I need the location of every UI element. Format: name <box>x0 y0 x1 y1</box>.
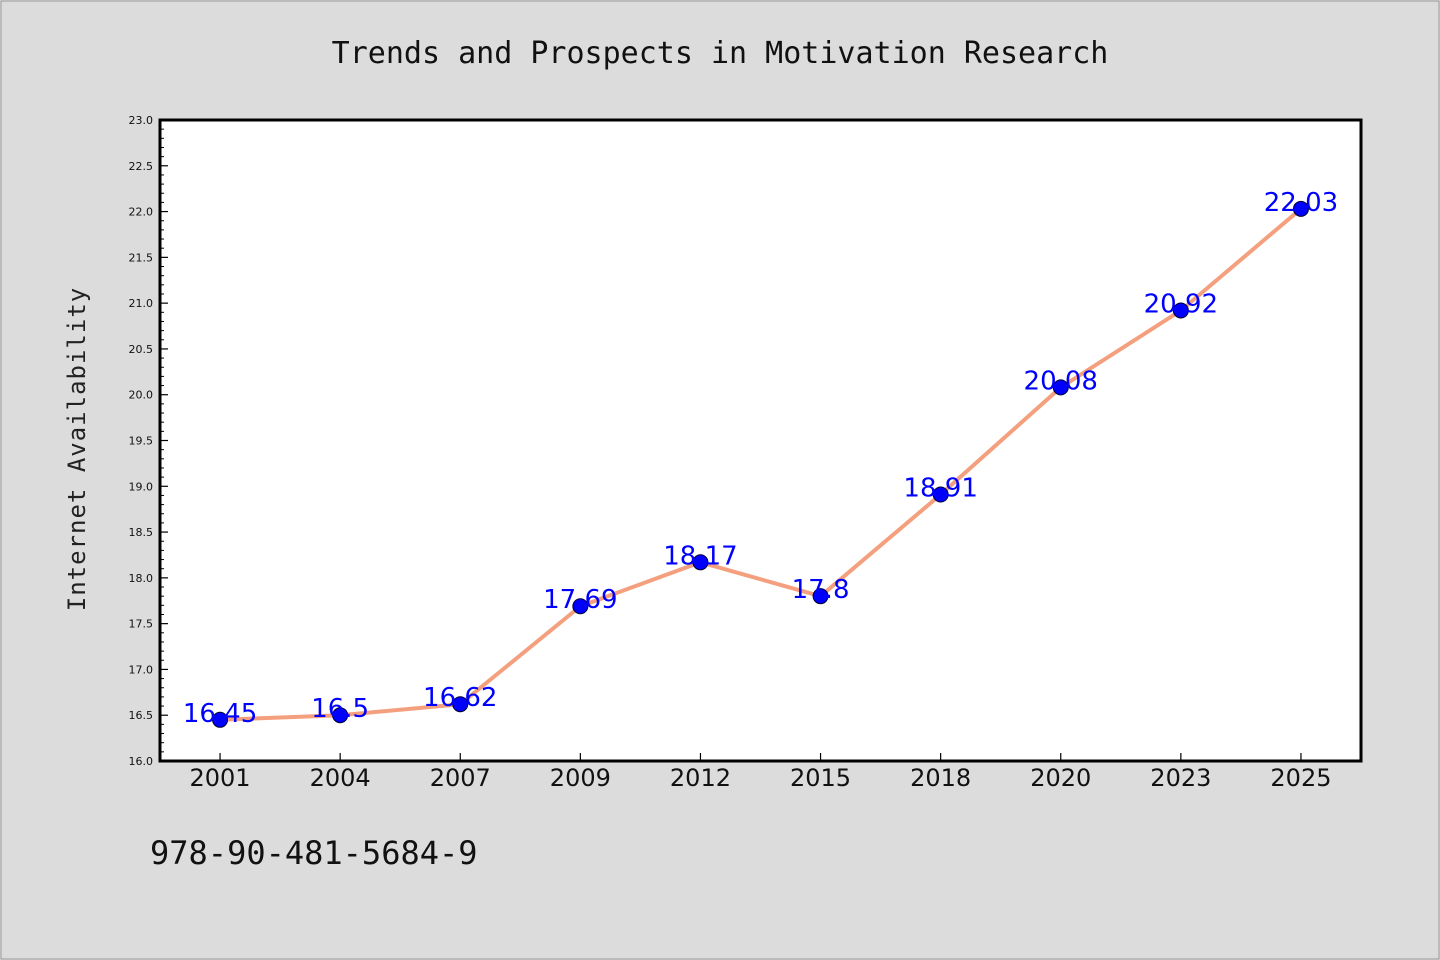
y-tick-label: 17.5 <box>129 618 154 631</box>
x-tick-label: 2007 <box>430 764 491 792</box>
y-tick-label: 18.0 <box>129 572 154 585</box>
x-tick-label: 2023 <box>1150 764 1211 792</box>
x-tick-label: 2009 <box>550 764 611 792</box>
data-point <box>452 696 469 713</box>
data-point <box>692 554 709 571</box>
plot-area <box>160 120 1361 761</box>
plot-frame <box>158 118 1363 763</box>
data-label: 20.92 <box>1144 289 1218 319</box>
y-tick-label: 18.5 <box>129 526 154 539</box>
data-label: 16.5 <box>311 694 369 724</box>
x-tick-label: 2004 <box>310 764 371 792</box>
series-line <box>218 206 1303 722</box>
y-tick-label: 20.0 <box>129 389 154 402</box>
y-tick-label: 19.5 <box>129 435 154 448</box>
data-markers <box>212 200 1309 728</box>
isbn-footer: 978-90-481-5684-9 <box>150 834 478 872</box>
y-tick-label: 21.0 <box>129 297 154 310</box>
y-axis-label: Internet Availability <box>63 287 91 611</box>
data-point <box>1052 379 1069 396</box>
data-label: 20.08 <box>1024 366 1098 396</box>
x-tick-label: 2020 <box>1030 764 1091 792</box>
y-tick-label: 20.5 <box>129 343 154 356</box>
data-label: 22.03 <box>1264 188 1338 218</box>
data-point <box>1172 302 1189 319</box>
y-tick-label: 22.0 <box>129 206 154 219</box>
data-point <box>812 588 829 605</box>
y-tick-label: 22.5 <box>129 160 154 173</box>
data-label: 18.91 <box>903 474 977 504</box>
data-point <box>572 598 589 615</box>
y-tick-label: 19.0 <box>129 480 154 493</box>
y-axis-ticks: 16.0 16.5 17.0 17.5 18.0 18.5 19.0 19.5 20.0 20.5… <box>129 114 168 768</box>
x-tick-label: 2001 <box>190 764 251 792</box>
data-point <box>932 486 949 503</box>
data-point <box>1292 200 1309 217</box>
y-tick-label: 16.0 <box>129 755 154 768</box>
x-tick-label: 2012 <box>670 764 731 792</box>
data-label: 17.69 <box>543 585 617 615</box>
y-tick-label: 16.5 <box>129 709 154 722</box>
data-label: 16.62 <box>423 683 497 713</box>
data-label: 16.45 <box>183 699 257 729</box>
y-tick-label: 21.5 <box>129 251 154 264</box>
data-label: 18.17 <box>663 541 737 571</box>
x-tick-label: 2015 <box>790 764 851 792</box>
y-tick-label: 17.0 <box>129 663 154 676</box>
data-labels: 16.45 16.5 16.62 17.69 18.17 17.8 18.91 20.08 20… <box>183 188 1338 729</box>
y-tick-label: 23.0 <box>129 114 154 127</box>
chart-title: Trends and Prospects in Motivation Resea… <box>332 36 1109 71</box>
x-axis-ticks: 2001 2004 2007 2009 2012 2015 2018 2020 2023 2025 <box>190 753 1331 792</box>
x-tick-label: 2018 <box>910 764 971 792</box>
data-point <box>332 707 349 724</box>
data-label: 17.8 <box>792 575 850 605</box>
data-point <box>212 711 229 728</box>
x-tick-label: 2025 <box>1270 764 1331 792</box>
